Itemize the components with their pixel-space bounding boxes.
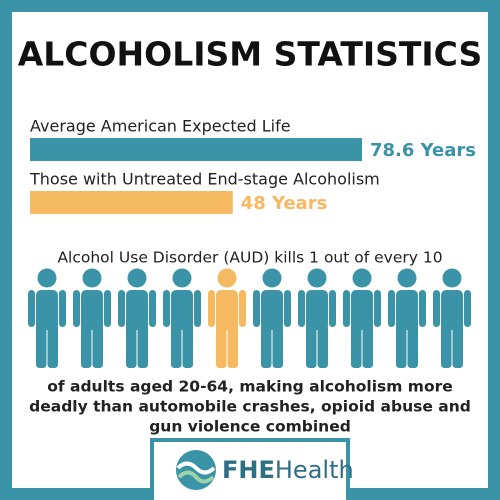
bar-label: Those with Untreated End-stage Alcoholis… (29, 170, 380, 189)
person-icon (253, 268, 291, 368)
title: ALCOHOLISM STATISTICS (18, 35, 483, 74)
person-icon (28, 268, 66, 368)
statement: Alcohol Use Disorder (AUD) kills 1 out o… (57, 249, 442, 267)
logo-wave (176, 461, 216, 475)
pictograph (28, 268, 471, 368)
person-icon (118, 268, 156, 368)
logo: FHEHealth (150, 438, 354, 500)
person-icon (73, 268, 111, 368)
person-icon (298, 268, 336, 368)
caption-line: of adults aged 20-64, making alcoholism … (47, 378, 453, 396)
caption-line: gun violence combined (149, 418, 351, 436)
caption-line: deadly than automobile crashes, opioid a… (29, 398, 471, 416)
person-icon-highlight (208, 268, 246, 368)
person-icon (343, 268, 381, 368)
person-icon (163, 268, 201, 368)
bar-label: Average American Expected Life (30, 117, 291, 136)
logo-wave (177, 470, 215, 484)
bar (30, 138, 363, 161)
person-icon (433, 268, 471, 368)
logo-text-light: Health (275, 456, 354, 484)
value-label: 48 Years (241, 193, 328, 214)
bar-chart: Average American Expected Life 78.6 Years… (29, 117, 476, 214)
person-icon (388, 268, 426, 368)
bar (30, 191, 233, 214)
logo-text: FHEHealth (222, 456, 354, 484)
value-label: 78.6 Years (370, 140, 476, 161)
caption: of adults aged 20-64, making alcoholism … (29, 378, 471, 436)
logo-text-bold: FHE (222, 456, 275, 484)
